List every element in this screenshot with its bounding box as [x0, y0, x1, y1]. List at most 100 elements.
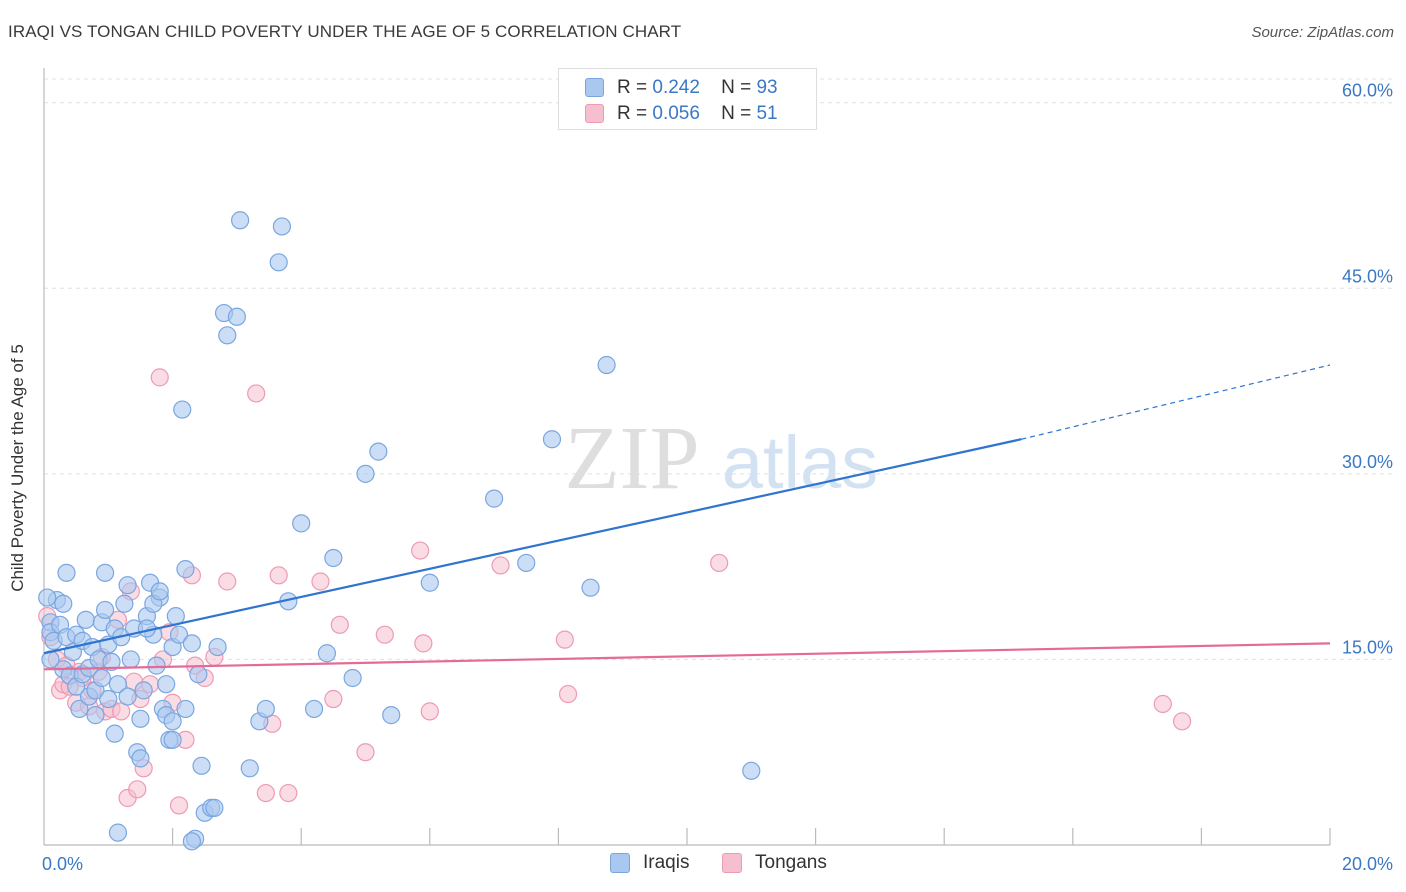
iraqis-points [38, 211, 761, 851]
iraqi-point [485, 489, 504, 508]
bottom-legend-iraqis-label: Iraqis [643, 852, 690, 873]
iraqi-point [256, 699, 275, 719]
iraqi-point [173, 400, 192, 419]
iraqi-point [324, 548, 343, 568]
iraqi-point [581, 578, 600, 597]
tongan-point [710, 553, 729, 573]
x-tick-label: 0.0% [42, 854, 83, 874]
iraqi-point [108, 675, 128, 694]
iraqi-point [176, 560, 195, 579]
legend-n-label: N = [721, 103, 752, 124]
iraqi-point [205, 798, 224, 817]
iraqi-point [218, 326, 237, 345]
iraqi-point [597, 355, 616, 375]
iraqi-point [208, 637, 227, 657]
iraqi-point [182, 634, 201, 653]
iraqi-point [192, 756, 211, 775]
tongan-point [555, 630, 574, 649]
iraqi-point [272, 217, 292, 236]
legend-r-value: 0.056 [652, 103, 700, 124]
iraqi-point [86, 706, 105, 725]
iraqi-point [102, 652, 121, 672]
iraqi-point [54, 594, 73, 613]
watermark: ZIP atlas [565, 409, 879, 508]
tick-labels: 15.0% 30.0% 45.0% 60.0% 0.0% 20.0% [42, 81, 1393, 874]
tongan-point [491, 556, 510, 575]
tongan-point [324, 689, 343, 709]
iraqi-point [227, 307, 246, 326]
y-tick-label: 45.0% [1342, 266, 1393, 286]
tongan-point [150, 368, 169, 387]
iraqi-point [420, 573, 439, 592]
iraqi-point [163, 712, 182, 731]
iraqi-point [38, 588, 57, 607]
iraqi-point [95, 563, 115, 582]
iraqi-point [343, 668, 362, 688]
iraqi-point [99, 689, 118, 709]
chart-title: IRAQI VS TONGAN CHILD POVERTY UNDER THE … [8, 22, 682, 41]
bottom-legend-tongans-label: Tongans [755, 852, 827, 873]
iraqi-point [70, 699, 89, 719]
iraqi-point [176, 699, 195, 719]
iraqi-point [118, 576, 137, 595]
tongan-point [375, 625, 394, 644]
iraqi-point [115, 594, 134, 613]
grid [44, 78, 1392, 660]
tongans-swatch [585, 104, 604, 123]
trend-lines [43, 364, 1331, 671]
iraqi-point [131, 749, 150, 768]
tongan-point [356, 743, 375, 762]
legend-n-label: N = [721, 77, 752, 98]
iraqi-point [369, 442, 388, 461]
tongan-point [414, 634, 433, 653]
iraqis-swatch [610, 853, 630, 873]
iraqi-point [304, 699, 324, 719]
legend-box: R = 0.242 N = 93 R = 0.056 N = 51 [558, 68, 817, 130]
iraqi-point [382, 706, 401, 725]
source-credit: Source: ZipAtlas.com [1251, 24, 1394, 41]
iraqi-point [182, 832, 201, 851]
tongan-point [218, 572, 237, 591]
iraqi-point [542, 430, 562, 449]
iraqi-point [131, 709, 150, 728]
iraqis-trend-line [43, 438, 1022, 655]
legend-text-tongans: R = 0.056 N = 51 [617, 103, 778, 125]
iraqi-point [269, 253, 288, 272]
tongan-point [169, 796, 189, 815]
tongan-point [128, 780, 147, 799]
tongans-swatch [722, 853, 742, 873]
watermark-zip: ZIP [565, 409, 700, 508]
iraqi-point [517, 553, 536, 573]
iraqi-point [76, 610, 95, 629]
y-axis-label: Child Poverty Under the Age of 5 [8, 344, 27, 592]
iraqi-point [118, 687, 137, 706]
iraqi-point [240, 759, 259, 778]
tongans-trend-line [43, 642, 1331, 671]
tongan-point [420, 702, 439, 721]
tongan-point [330, 615, 349, 634]
tongan-point [558, 684, 578, 704]
iraqi-point [163, 730, 182, 749]
iraqi-point [157, 675, 176, 694]
legend-n-value: 51 [756, 103, 778, 124]
tongan-point [256, 783, 275, 803]
x-tick-label: 20.0% [1342, 854, 1393, 874]
y-tick-label: 60.0% [1342, 81, 1393, 101]
iraqi-point [356, 464, 375, 483]
iraqi-point [189, 665, 208, 684]
legend-text-iraqis: R = 0.242 N = 93 [617, 77, 778, 99]
iraqi-point [92, 668, 111, 688]
tongan-point [311, 572, 330, 591]
tongan-point [279, 783, 298, 803]
iraqi-point [317, 644, 337, 663]
axes [43, 68, 1331, 846]
tongan-point [247, 384, 266, 403]
legend-r-label: R = [617, 77, 648, 98]
iraqi-point [147, 656, 166, 675]
tongan-point [411, 541, 430, 560]
iraqis-swatch [585, 78, 604, 97]
legend-n-value: 93 [756, 77, 778, 98]
watermark-atlas: atlas [722, 421, 878, 504]
iraqi-point [169, 625, 189, 644]
